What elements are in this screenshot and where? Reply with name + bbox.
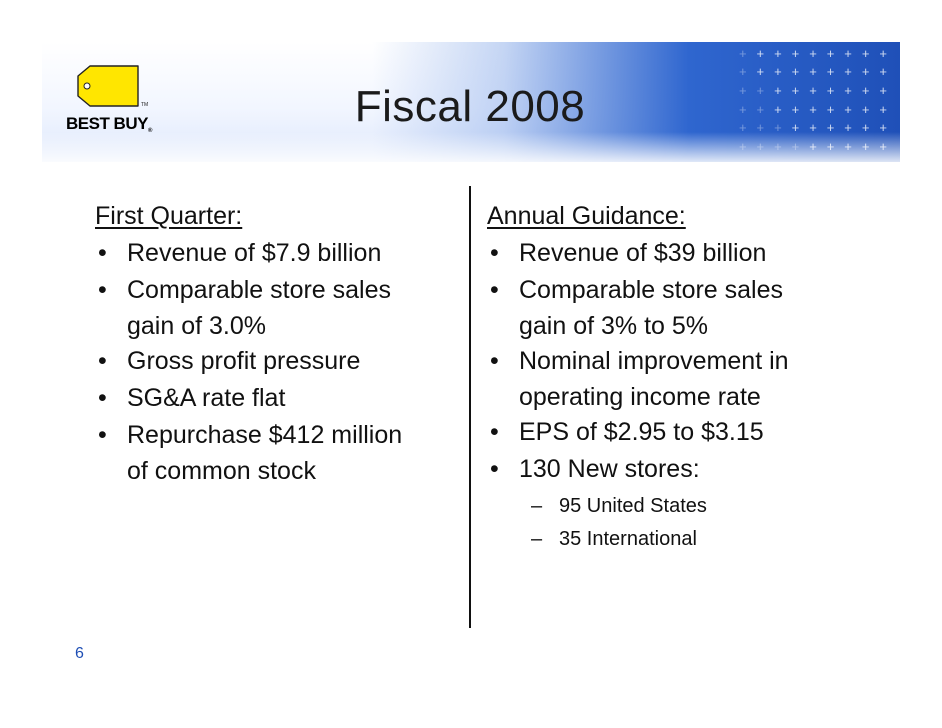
first-quarter-column: First Quarter: • Revenue of $7.9 billion… bbox=[95, 198, 455, 488]
list-item: • Nominal improvement in operating incom… bbox=[487, 343, 907, 414]
sub-list-item-text: 95 United States bbox=[559, 495, 707, 517]
list-item: • Revenue of $7.9 billion bbox=[95, 235, 455, 272]
bullet-icon: • bbox=[98, 384, 107, 412]
slide-title: Fiscal 2008 bbox=[354, 82, 586, 131]
sub-list-item-text: 35 International bbox=[559, 528, 697, 550]
list-item-text-continued: gain of 3.0% bbox=[127, 312, 266, 340]
bullet-icon: • bbox=[98, 239, 107, 267]
sub-list-item: – 35 International bbox=[519, 523, 907, 556]
logo-registered-mark: ® bbox=[147, 128, 152, 134]
sub-list-item: – 95 United States bbox=[519, 490, 907, 523]
list-item: • Revenue of $39 billion bbox=[487, 235, 907, 272]
list-item: • Comparable store sales gain of 3.0% bbox=[95, 272, 455, 343]
annual-guidance-heading: Annual Guidance: bbox=[487, 202, 686, 230]
list-item-text: Repurchase $412 million bbox=[127, 421, 403, 449]
list-item-text: Comparable store sales bbox=[519, 276, 784, 304]
bullet-icon: • bbox=[490, 276, 499, 304]
logo-wordmark: BEST BUY® bbox=[66, 114, 152, 134]
list-item: • Gross profit pressure bbox=[95, 343, 455, 380]
first-quarter-heading: First Quarter: bbox=[95, 202, 243, 230]
list-item-text: Nominal improvement in bbox=[519, 347, 789, 375]
list-item-text: Revenue of $7.9 billion bbox=[127, 239, 382, 267]
annual-guidance-list: • Revenue of $39 billion • Comparable st… bbox=[487, 235, 907, 556]
best-buy-logo: TM BEST BUY® bbox=[66, 62, 166, 138]
svg-text:TM: TM bbox=[141, 102, 148, 108]
list-item-text: Comparable store sales bbox=[127, 276, 392, 304]
bullet-icon: • bbox=[490, 347, 499, 375]
dash-icon: – bbox=[531, 495, 543, 517]
list-item-text: EPS of $2.95 to $3.15 bbox=[519, 418, 764, 446]
bullet-icon: • bbox=[98, 276, 107, 304]
list-item-text: SG&A rate flat bbox=[127, 384, 286, 412]
list-item-text-continued: of common stock bbox=[127, 457, 316, 485]
page-number: 6 bbox=[75, 645, 84, 662]
list-item: • SG&A rate flat bbox=[95, 380, 455, 417]
banner-bottom-fade bbox=[42, 132, 900, 162]
column-divider bbox=[469, 186, 471, 628]
bullet-icon: • bbox=[98, 347, 107, 375]
list-item-text: Gross profit pressure bbox=[127, 347, 361, 375]
list-item-text-continued: operating income rate bbox=[519, 383, 761, 411]
list-item: • 130 New stores: – 95 United States – 3… bbox=[487, 451, 907, 556]
dash-icon: – bbox=[531, 528, 543, 550]
list-item-text-continued: gain of 3% to 5% bbox=[519, 312, 709, 340]
annual-guidance-column: Annual Guidance: • Revenue of $39 billio… bbox=[487, 198, 907, 556]
list-item: • EPS of $2.95 to $3.15 bbox=[487, 414, 907, 451]
bullet-icon: • bbox=[98, 421, 107, 449]
logo-brand-text: BEST BUY bbox=[66, 114, 148, 133]
price-tag-icon: TM bbox=[77, 65, 148, 108]
bullet-icon: • bbox=[490, 418, 499, 446]
first-quarter-list: • Revenue of $7.9 billion • Comparable s… bbox=[95, 235, 455, 488]
new-stores-sublist: – 95 United States – 35 International bbox=[519, 490, 907, 556]
list-item: • Repurchase $412 million of common stoc… bbox=[95, 417, 455, 488]
list-item-text: Revenue of $39 billion bbox=[519, 239, 767, 267]
bullet-icon: • bbox=[490, 455, 499, 483]
list-item-text: 130 New stores: bbox=[519, 455, 700, 483]
bullet-icon: • bbox=[490, 239, 499, 267]
header-banner: + + + + + + + + + + + + + + + + + + + + + + + + + + + + + + + + + + + + … bbox=[42, 42, 900, 162]
list-item: • Comparable store sales gain of 3% to 5… bbox=[487, 272, 907, 343]
